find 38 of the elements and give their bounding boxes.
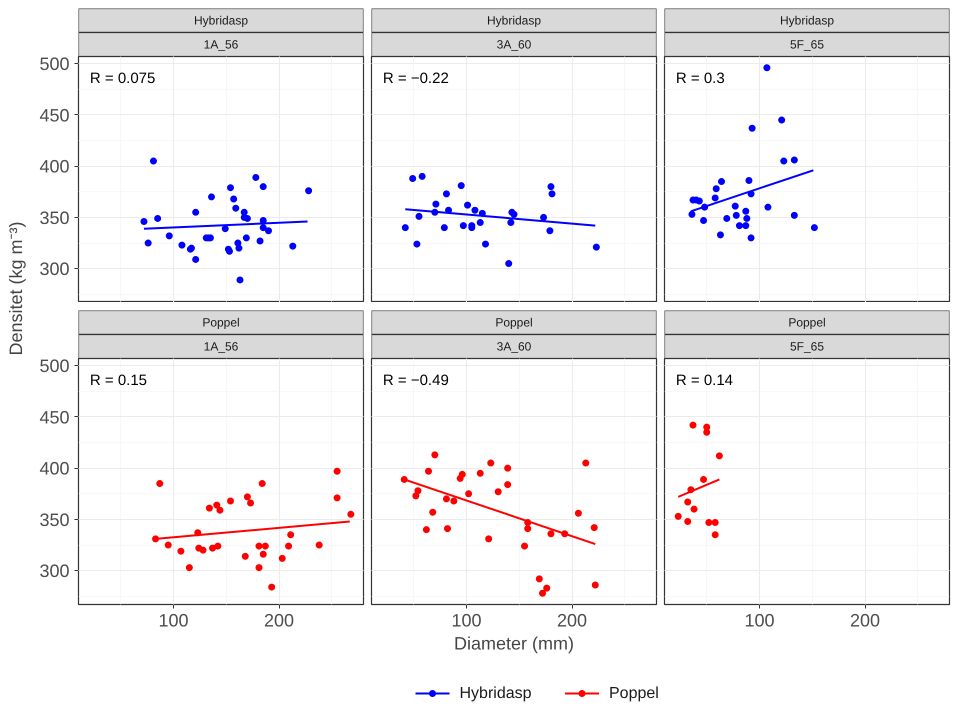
- annotation: R = 0.15: [90, 372, 148, 390]
- legend-label: Hybridasp: [460, 685, 532, 702]
- legend-label: Poppel: [609, 685, 659, 702]
- y-tick-label: 300: [39, 561, 70, 582]
- chart-title: Poppel: [202, 316, 240, 330]
- y-tick-label: 300: [39, 259, 70, 280]
- chart-title: Hybridasp: [194, 14, 248, 28]
- x-axis-title: Diameter (mm): [454, 634, 574, 654]
- x-tick-label: 200: [850, 610, 880, 630]
- y-tick-label: 500: [39, 54, 70, 74]
- y-axis-title: Densitet (kg m⁻³): [6, 221, 26, 356]
- chart-title: Poppel: [495, 316, 533, 330]
- chart-title: Hybridasp: [780, 14, 834, 28]
- chart-title: Poppel: [788, 316, 826, 330]
- x-tick-label: 100: [158, 610, 189, 630]
- annotation: R = 0.3: [676, 70, 725, 88]
- chart-subtitle: 5F_65: [790, 340, 824, 354]
- y-tick-label: 450: [39, 407, 70, 428]
- chart-subtitle: 5F_65: [790, 38, 824, 52]
- y-tick-label: 400: [39, 156, 70, 177]
- y-tick-label: 350: [39, 208, 70, 228]
- chart-subtitle: 1A_56: [204, 340, 239, 354]
- x-tick-label: 100: [744, 610, 775, 630]
- chart-title: Hybridasp: [486, 14, 542, 28]
- annotation: R = −0.22: [382, 70, 449, 88]
- x-tick-label: 200: [264, 610, 294, 630]
- annotation: R = 0.14: [676, 372, 734, 390]
- y-tick-label: 450: [39, 105, 70, 126]
- y-tick-label: 350: [39, 510, 70, 530]
- y-tick-label: 500: [39, 356, 70, 376]
- chart-subtitle: 3A_60: [496, 38, 532, 52]
- annotation: R = −0.49: [382, 372, 449, 390]
- x-tick-label: 200: [557, 610, 588, 630]
- annotation: R = 0.075: [90, 70, 156, 88]
- chart-subtitle: 3A_60: [496, 340, 532, 354]
- y-tick-label: 400: [39, 458, 70, 479]
- chart-subtitle: 1A_56: [204, 38, 239, 52]
- x-tick-label: 100: [451, 610, 482, 630]
